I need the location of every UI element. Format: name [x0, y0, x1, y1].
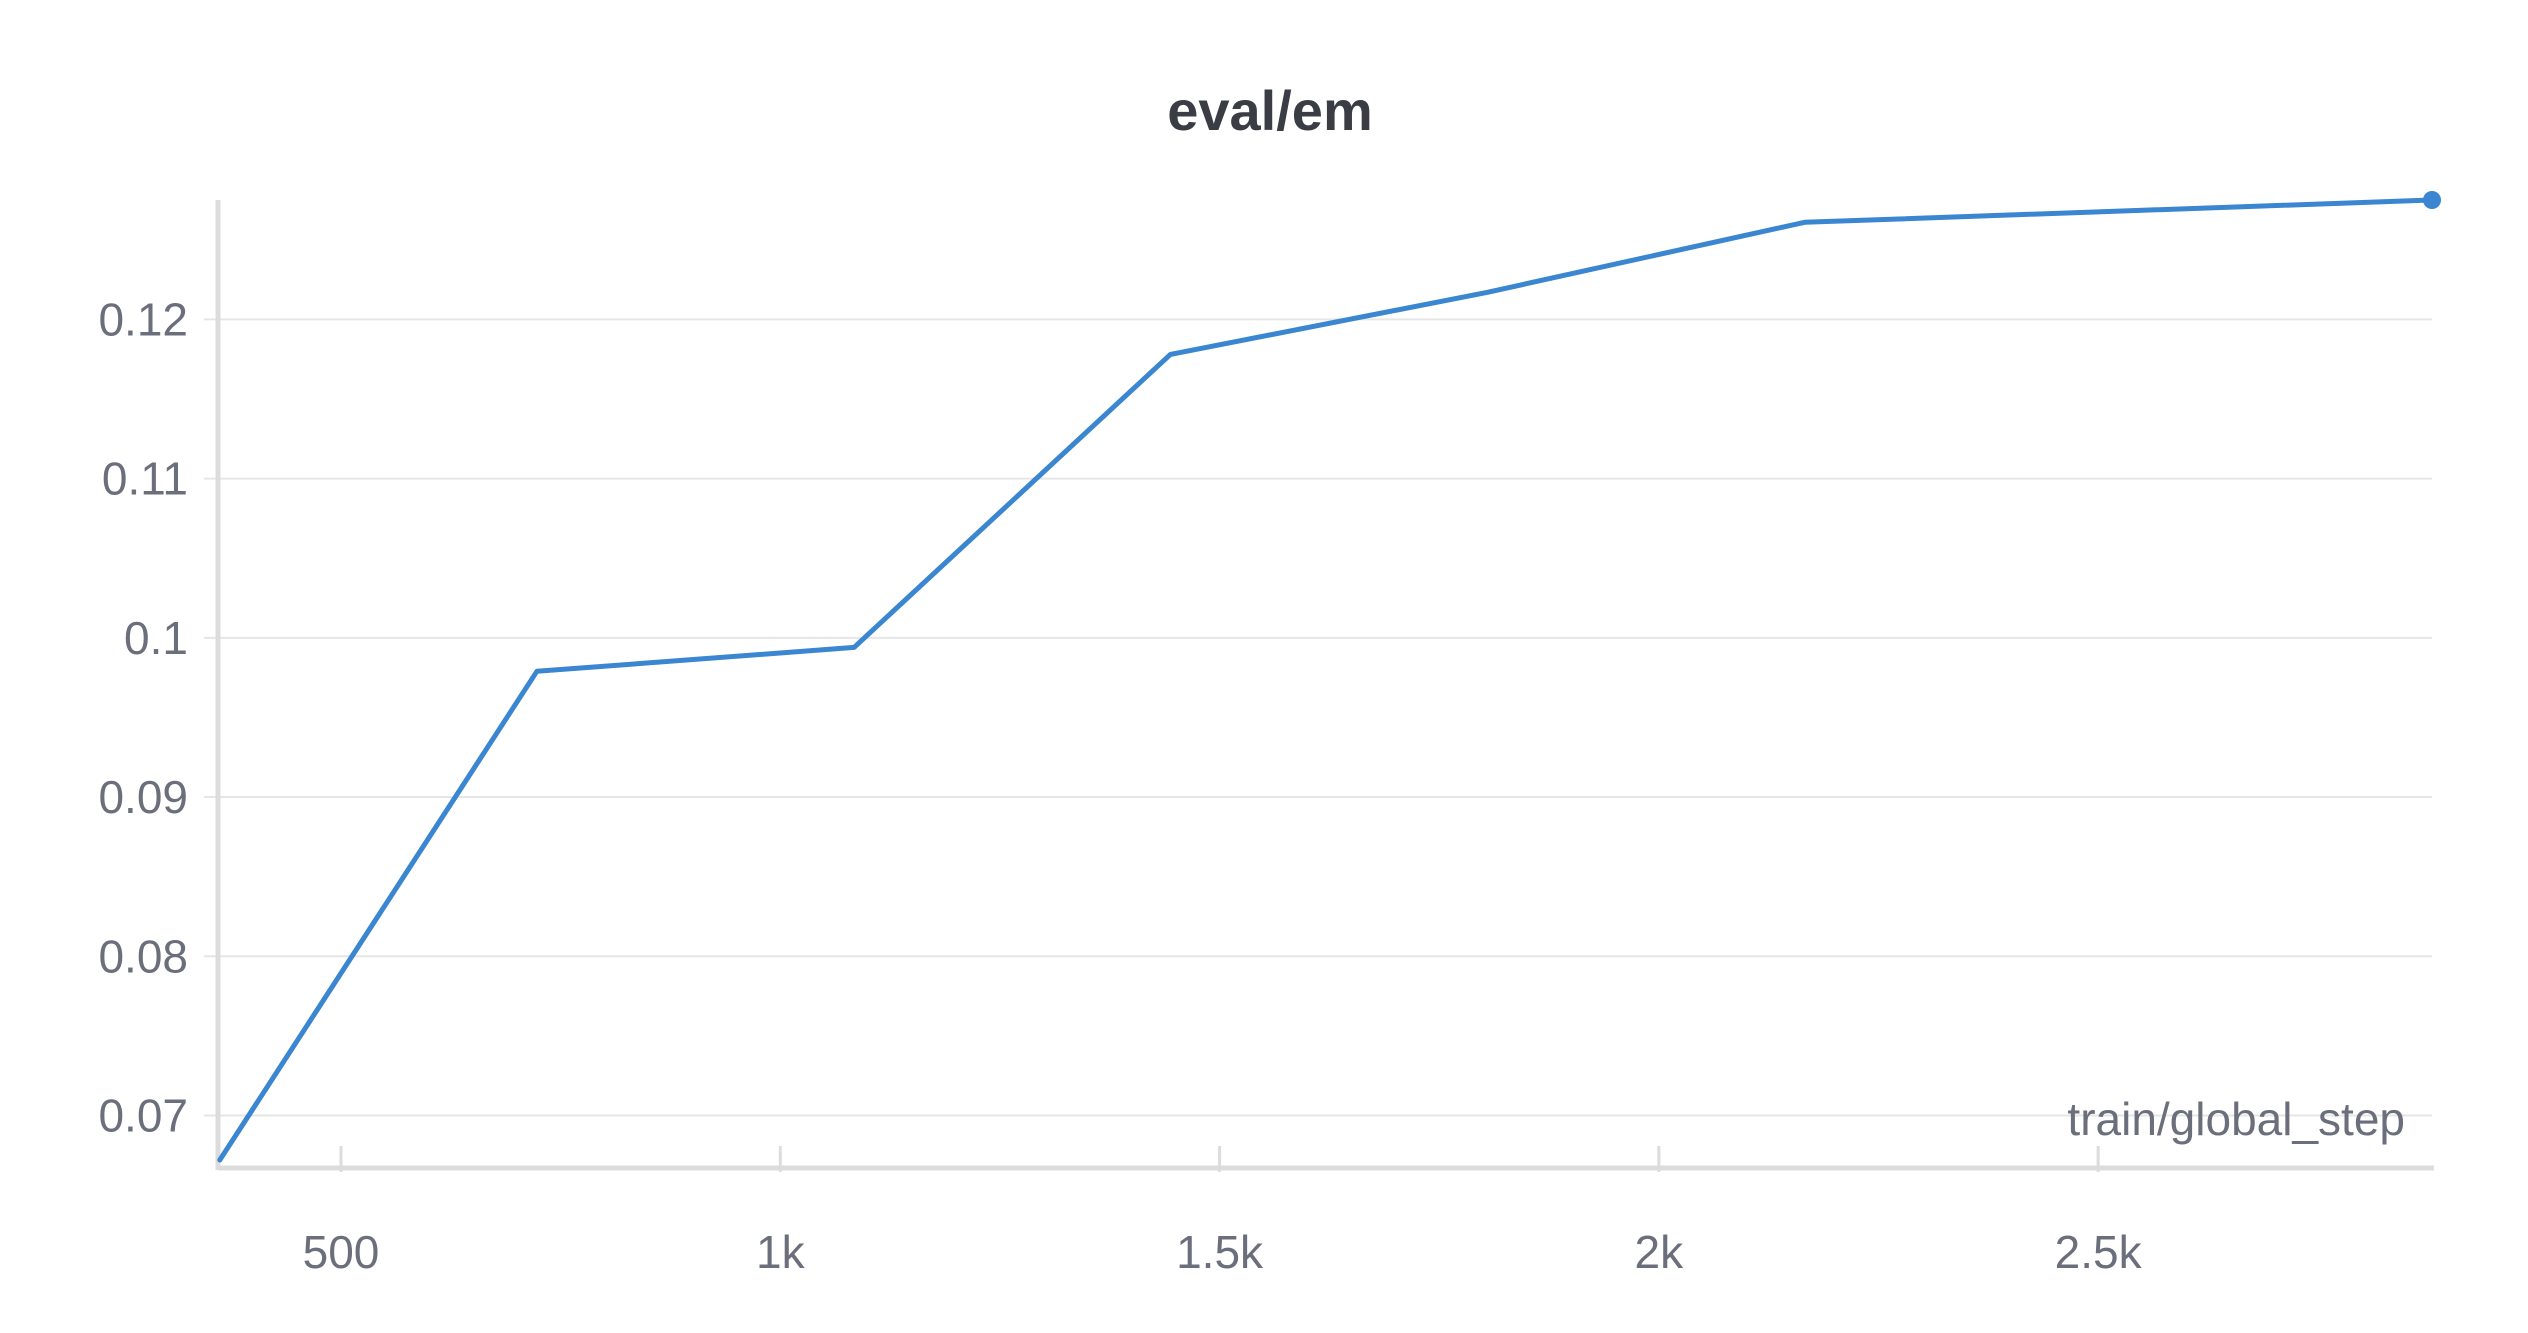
- x-tick-label: 500: [303, 1226, 380, 1278]
- y-tick-label: 0.1: [124, 612, 188, 664]
- y-tick-label: 0.08: [98, 930, 188, 982]
- series-line: [217, 197, 2435, 1163]
- y-tick-label: 0.09: [98, 771, 188, 823]
- x-tick-label: 1.5k: [1176, 1226, 1264, 1278]
- series: [217, 191, 2441, 1163]
- x-tick-label: 2.5k: [2055, 1226, 2143, 1278]
- chart-title: eval/em: [1167, 79, 1373, 142]
- y-tick-label: 0.12: [98, 293, 188, 345]
- y-axis-ticks: 0.07 0.08 0.09 0.1 0.11 0.12: [98, 293, 188, 1141]
- x-axis-ticks: 500 1k 1.5k 2k 2.5k: [303, 1146, 2143, 1278]
- x-axis-label: train/global_step: [2067, 1093, 2405, 1145]
- grid: [204, 318, 2432, 1117]
- axes: [215, 200, 2434, 1171]
- series-endpoint: [2423, 191, 2441, 209]
- y-tick-label: 0.11: [102, 453, 188, 505]
- x-tick-label: 2k: [1635, 1226, 1685, 1278]
- y-tick-label: 0.07: [98, 1089, 188, 1141]
- x-tick-label: 1k: [756, 1226, 806, 1278]
